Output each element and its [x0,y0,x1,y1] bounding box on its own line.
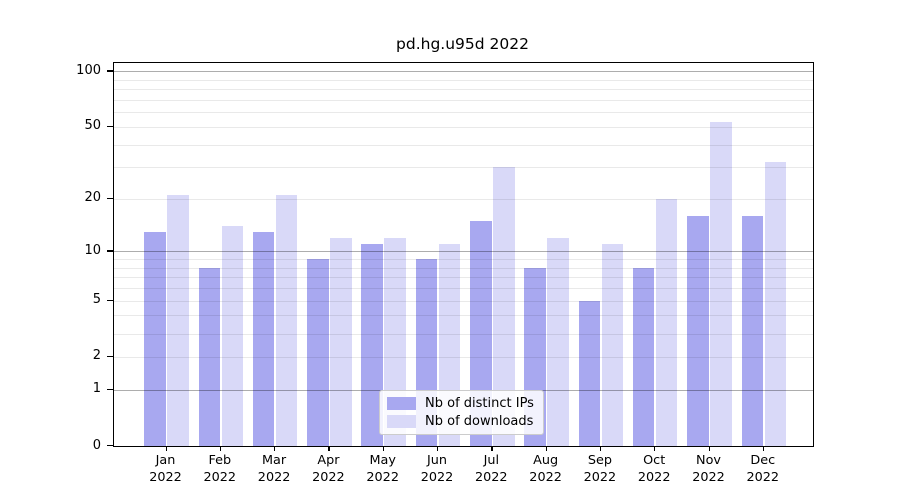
x-axis-month-label-apr: Apr 2022 [312,453,345,485]
x-axis-month-label-jan: Jan 2022 [149,453,182,485]
x-axis-tick-mark-may [382,446,384,451]
x-axis-tick-mark-jun [437,446,439,451]
gridline-minor-3 [114,333,813,335]
y-axis-tick-mark-1 [107,388,113,390]
x-axis-tick-mark-nov [708,446,710,451]
bar-downloads-sep [601,244,624,446]
bar-distinct-ips-oct [632,267,655,446]
gridline-major-100 [114,71,813,73]
bar-distinct-ips-dec [741,216,764,446]
y-axis-tick-label-20: 20 [84,190,101,206]
gridline-minor-7 [114,277,813,279]
bar-distinct-ips-nov [687,216,709,446]
y-axis-tick-label-2: 2 [92,348,101,364]
gridline-minor-2 [114,356,813,358]
bar-downloads-oct [655,198,678,446]
bar-distinct-ips-may [361,244,383,446]
x-axis-month-label-feb: Feb 2022 [203,453,237,485]
x-axis-month-label-dec: Dec 2022 [746,453,780,485]
gridline-major-10 [114,251,813,253]
gridline-minor-20 [114,198,813,200]
y-axis-tick-label-5: 5 [92,292,101,308]
legend-swatch-downloads [387,415,416,428]
x-axis-month-label-aug: Aug 2022 [529,453,562,485]
legend-item-distinct-ips: Nb of distinct IPs [380,396,543,411]
x-axis-tick-mark-jul [491,446,493,451]
bar-downloads-dec [764,162,787,446]
gridline-minor-50 [114,126,813,128]
plot-area [113,62,814,447]
x-axis-tick-mark-mar [274,446,276,451]
y-axis-tick-mark-50 [107,125,113,128]
gridline-minor-5 [114,300,813,302]
gridline-minor-8 [114,267,813,269]
x-axis-month-label-may: May 2022 [366,453,399,485]
bar-downloads-feb [221,226,244,446]
gridline-minor-30 [114,167,813,169]
x-axis-tick-mark-aug [545,446,547,451]
bar-downloads-jan [167,195,189,446]
x-axis-month-label-mar: Mar 2022 [257,453,291,485]
x-axis-tick-mark-oct [654,446,656,451]
bar-distinct-ips-jan [144,231,166,446]
x-axis-tick-mark-sep [599,446,602,451]
bar-distinct-ips-feb [198,267,221,446]
bar-distinct-ips-mar [252,231,275,446]
x-axis-month-label-jun: Jun 2022 [420,453,454,485]
y-axis-tick-mark-0 [107,445,113,447]
x-axis-month-label-sep: Sep 2022 [583,453,617,485]
y-axis-tick-mark-100 [107,70,113,72]
x-axis-tick-mark-dec [762,446,765,451]
bar-distinct-ips-jul [470,220,492,446]
gridline-minor-40 [114,144,813,146]
gridline-minor-4 [114,315,813,317]
bar-downloads-mar [275,195,298,446]
y-axis-tick-label-10: 10 [84,242,101,258]
chart-title: pd.hg.u95d 2022 [396,35,529,53]
y-axis-tick-label-100: 100 [76,62,101,78]
y-axis-tick-mark-5 [107,299,113,301]
x-axis-month-label-nov: Nov 2022 [692,453,725,485]
bar-downloads-aug [547,237,569,446]
gridline-minor-70 [114,100,813,101]
x-axis-tick-mark-feb [219,446,222,451]
bar-distinct-ips-sep [578,300,601,446]
gridline-minor-6 [114,288,813,290]
y-axis-tick-mark-10 [107,250,113,252]
y-axis-tick-label-0: 0 [92,437,101,453]
legend-item-downloads: Nb of downloads [380,414,543,429]
x-axis-month-label-oct: Oct 2022 [637,453,671,485]
bar-downloads-nov [710,122,732,446]
legend-label-distinct-ips: Nb of distinct IPs [425,396,534,411]
y-axis-tick-mark-20 [107,197,113,200]
gridline-minor-9 [114,259,813,261]
gridline-minor-80 [114,89,813,91]
gridline-minor-90 [114,79,813,81]
y-axis-tick-label-1: 1 [92,381,101,397]
y-axis-tick-mark-2 [107,355,113,358]
legend-swatch-distinct-ips [387,397,416,410]
y-axis-tick-label-50: 50 [84,118,101,134]
bar-downloads-jul [493,167,515,446]
x-axis-tick-mark-jan [165,446,167,451]
bar-distinct-ips-apr [307,259,329,446]
gridline-minor-60 [114,112,813,114]
bar-downloads-apr [330,237,352,446]
legend-label-downloads: Nb of downloads [425,414,534,429]
x-axis-tick-mark-apr [328,446,330,451]
legend: Nb of distinct IPs Nb of downloads [379,390,544,435]
x-axis-month-label-jul: Jul 2022 [475,453,508,485]
